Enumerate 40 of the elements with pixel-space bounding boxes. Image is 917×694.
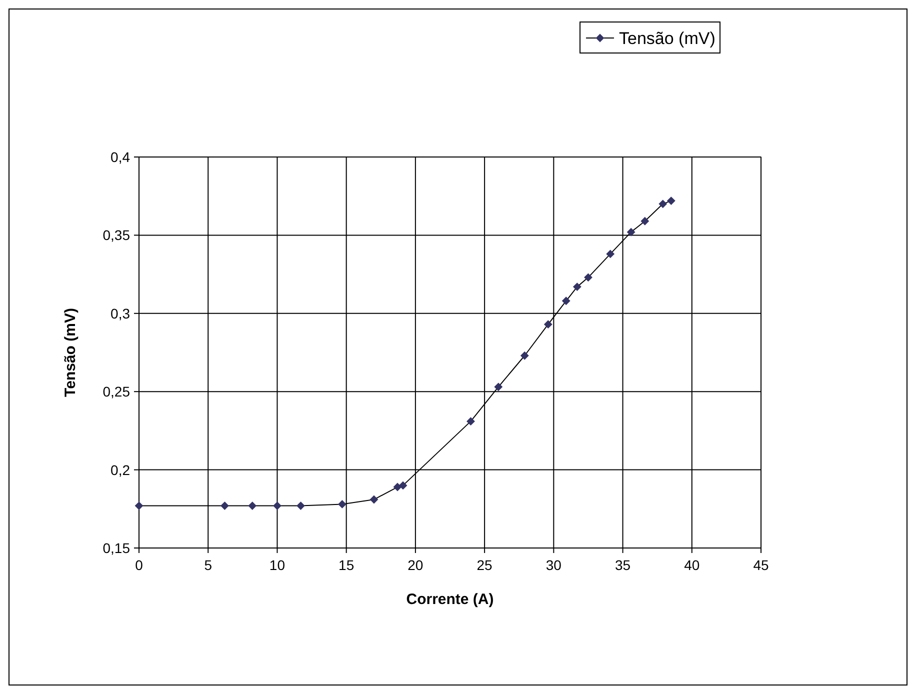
point [248, 502, 256, 510]
point [273, 502, 282, 510]
x-tick-label: 0 [135, 557, 144, 573]
point [562, 296, 570, 305]
x-tick-label: 5 [204, 557, 212, 573]
x-tick-label: 10 [269, 557, 286, 573]
point [466, 417, 475, 426]
y-tick-label: 0,35 [102, 227, 130, 244]
point [627, 228, 636, 236]
point [135, 502, 143, 510]
point [520, 352, 529, 360]
point [544, 320, 552, 328]
point [370, 496, 378, 504]
x-tick-label: 20 [408, 557, 424, 573]
x-tick-label: 15 [338, 557, 354, 573]
x-tick-label: 45 [753, 557, 769, 573]
x-tick-label: 30 [546, 557, 562, 573]
y-tick-label: 0,2 [110, 462, 130, 478]
point [296, 502, 305, 510]
x-tick-label: 40 [684, 557, 700, 573]
point [494, 382, 502, 391]
y-axis-title: Tensão (mV) [62, 308, 79, 397]
x-tick-label: 25 [476, 557, 493, 573]
point [338, 500, 346, 508]
point [399, 481, 408, 490]
point [606, 250, 614, 258]
point [573, 282, 582, 291]
y-tick-label: 0,4 [110, 149, 130, 165]
y-tick-label: 0,25 [102, 384, 130, 400]
x-axis-title: Corrente (A) [406, 591, 494, 608]
point [393, 483, 402, 492]
point [658, 200, 667, 208]
point [584, 273, 592, 282]
legend-label: Tensão (mV) [619, 29, 716, 48]
x-tick-label: 35 [614, 557, 631, 573]
y-tick-label: 0,3 [110, 305, 130, 322]
point [667, 196, 676, 205]
y-tick-label: 0,15 [102, 540, 130, 556]
point [640, 217, 649, 226]
point [220, 502, 229, 510]
